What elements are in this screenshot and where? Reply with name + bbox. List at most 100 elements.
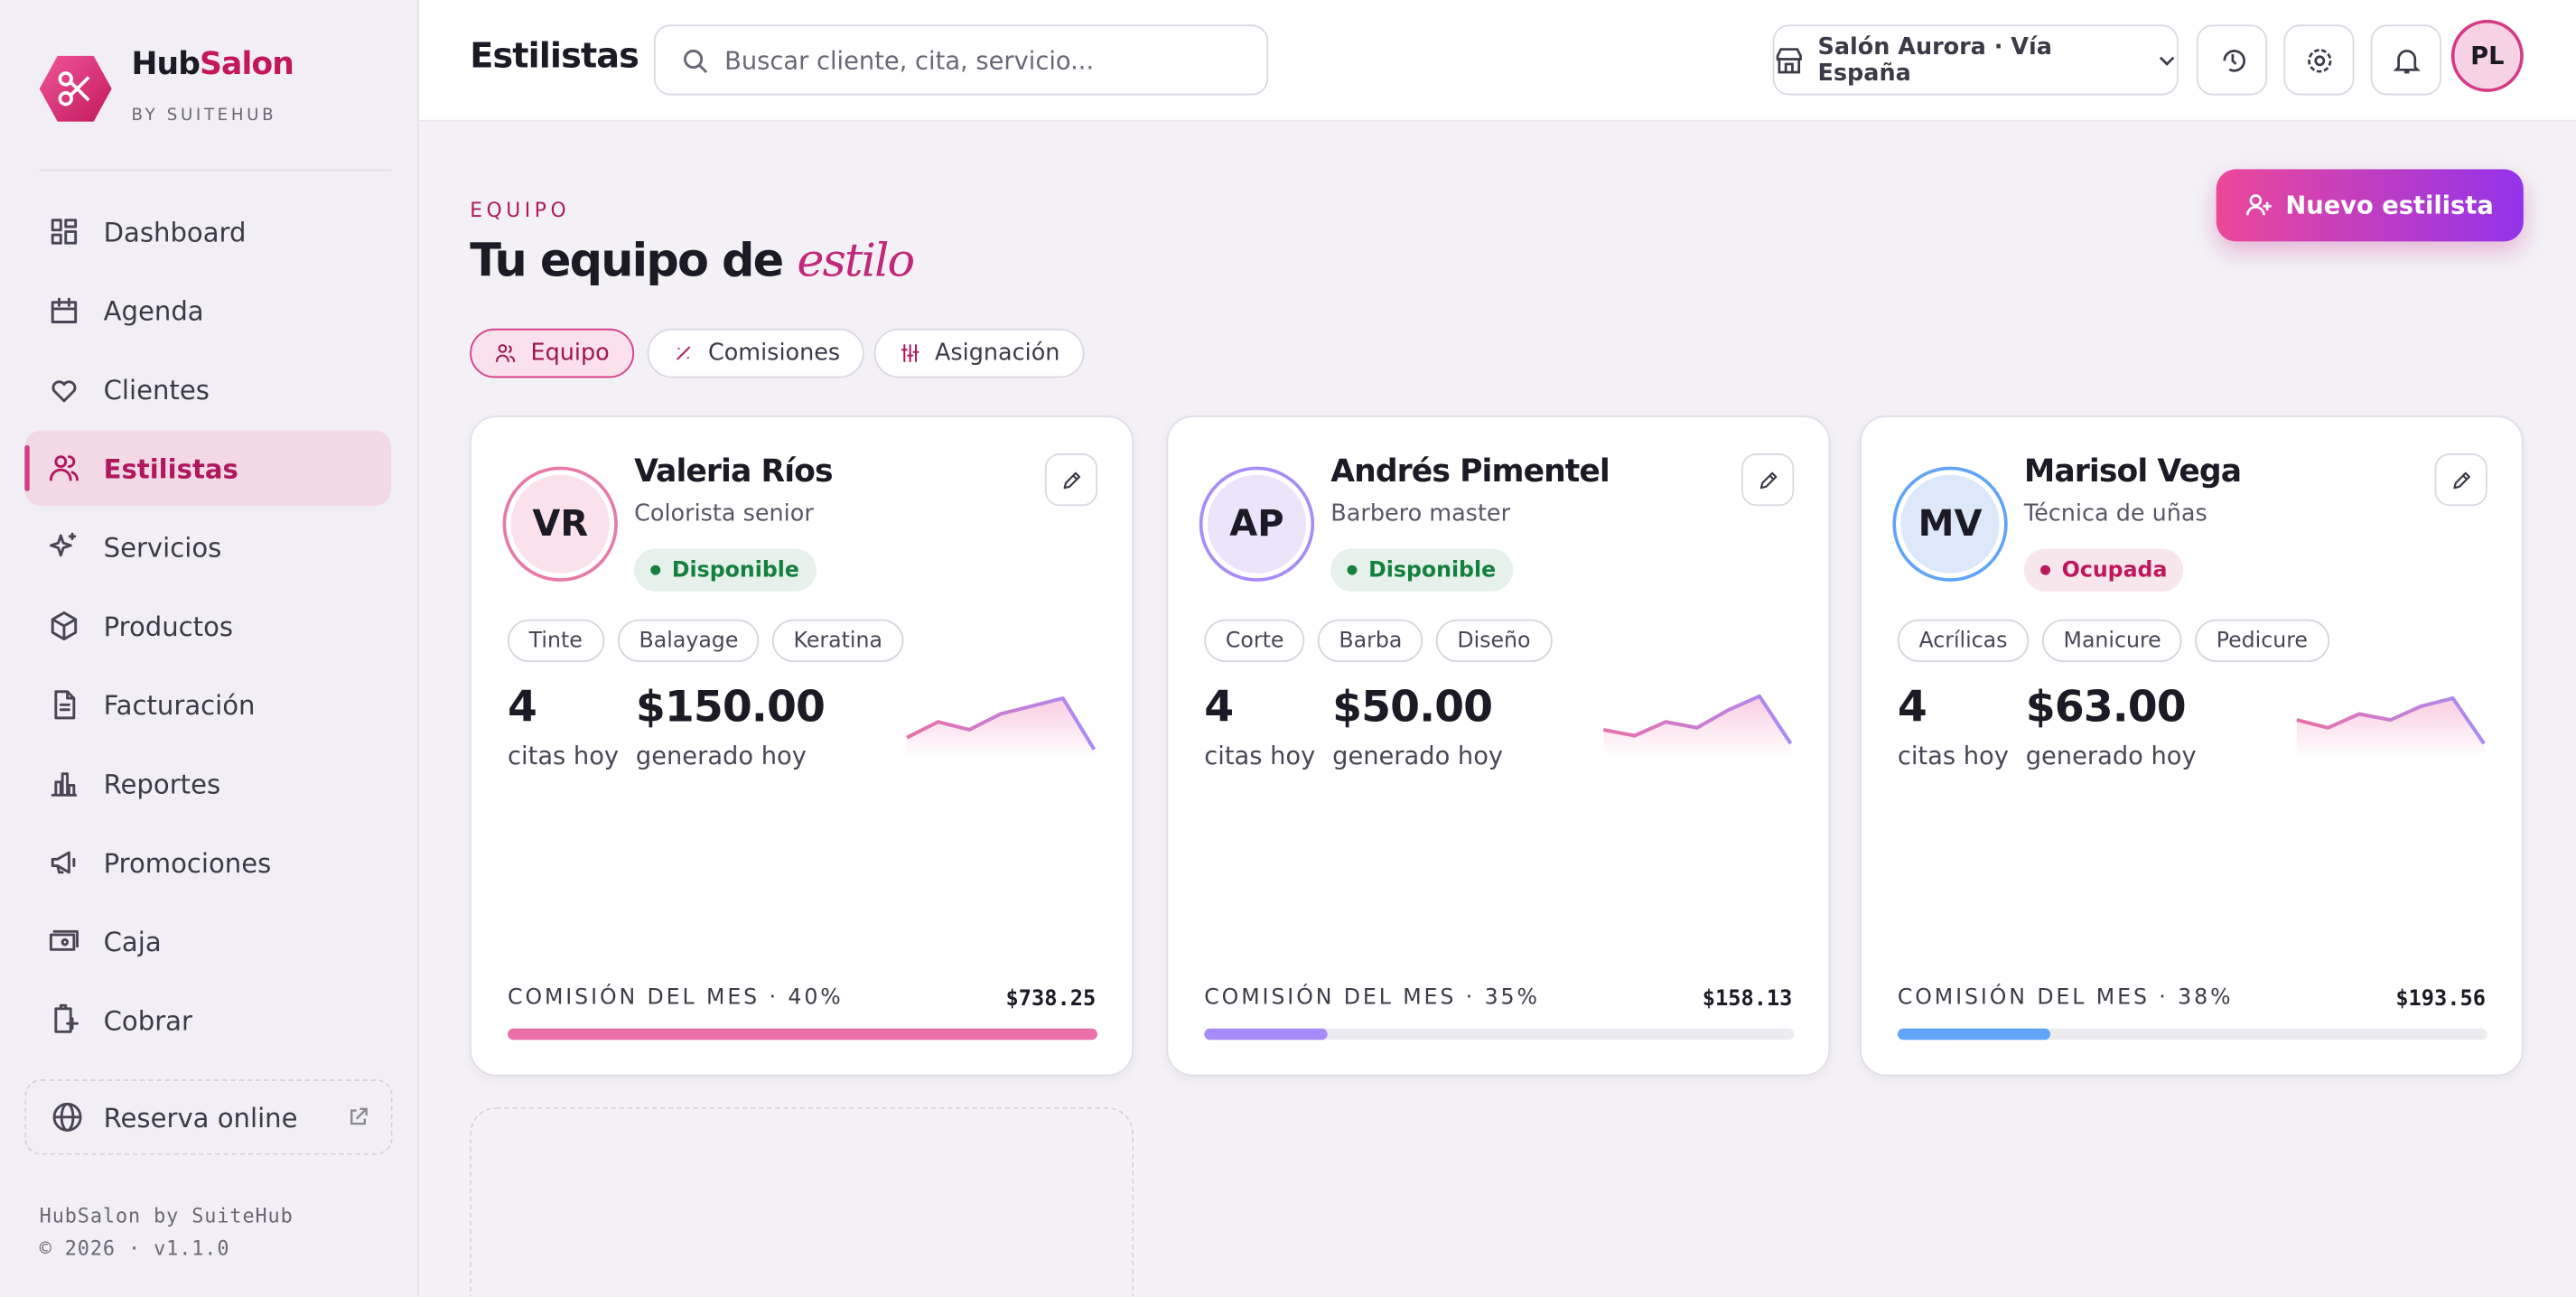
skill-tag: Corte (1204, 619, 1306, 663)
skill-tag: Manicure (2041, 619, 2183, 663)
tab[interactable]: Equipo (470, 328, 635, 378)
stylist-role: Colorista senior (634, 500, 814, 527)
footer-line: HubSalon by SuiteHub (39, 1204, 294, 1227)
commission-amount: $738.25 (1005, 987, 1097, 1012)
history-button[interactable] (2196, 24, 2268, 96)
icon-path (51, 219, 78, 245)
skill-tag: Diseño (1435, 619, 1553, 663)
search-placeholder: Buscar cliente, cita, servicio... (724, 45, 1095, 75)
icon-path (51, 380, 77, 403)
sparkline-line (906, 696, 1097, 751)
salon-selector[interactable]: Salón Aurora · Vía España (1772, 24, 2179, 96)
nav-item[interactable]: Agenda (24, 273, 391, 349)
icon (901, 344, 919, 362)
notifications-button[interactable] (2370, 24, 2441, 96)
icon (49, 455, 79, 481)
external-icon (350, 1107, 368, 1125)
add-card-placeholder[interactable] (470, 1106, 1134, 1297)
nav-item[interactable]: Promociones (24, 825, 391, 900)
appointments-count: 4 (1204, 683, 1235, 733)
icon (51, 611, 78, 641)
nav-label: Dashboard (103, 216, 247, 247)
tab-label: Asignación (934, 340, 1060, 367)
revenue-label: generado hoy (1332, 741, 1504, 771)
skill-tag: Tinte (508, 619, 604, 663)
nav-label: Facturación (103, 689, 256, 721)
icon-path (51, 611, 78, 641)
sparkline (1602, 694, 1793, 758)
nav-label: Cobrar (103, 1004, 192, 1036)
edit-button[interactable] (1741, 453, 1795, 507)
icon-path (49, 929, 79, 951)
sparkline-area (2296, 698, 2485, 758)
icon-path (1062, 471, 1080, 489)
brand-b: Salon (200, 45, 294, 82)
page-heading: Tu equipo de estilo (470, 233, 915, 288)
nav-item[interactable]: Estilistas (24, 430, 391, 507)
skill-tag: Keratina (771, 619, 904, 663)
revenue: $150.00 (635, 683, 826, 733)
nav-item[interactable]: Clientes (24, 351, 391, 427)
icon (49, 929, 79, 951)
eyebrow: EQUIPO (470, 199, 571, 222)
user-avatar[interactable]: PL (2450, 19, 2524, 92)
icon (51, 219, 78, 245)
edit-button[interactable] (2434, 453, 2487, 507)
tab[interactable]: Asignación (873, 328, 1085, 378)
appointments-label: citas hoy (508, 741, 620, 771)
nav-item[interactable]: Servicios (24, 509, 391, 585)
nav-item[interactable]: Productos (24, 588, 391, 664)
nav-label: Clientes (103, 373, 210, 406)
icon (496, 344, 516, 362)
stylist-card: AP Andrés Pimentel Barbero master Disponibl… (1166, 415, 1831, 1077)
nav-item[interactable]: Cobrar (24, 983, 391, 1059)
icon (54, 690, 76, 720)
icon-path (51, 851, 76, 874)
bell-icon (2392, 49, 2420, 73)
avatar: AP (1199, 466, 1315, 582)
sparkline-area (907, 698, 1095, 758)
progress-bar (1204, 1028, 1329, 1040)
avatar: VR (502, 466, 618, 582)
edit-button[interactable] (1044, 453, 1098, 507)
status-label: Disponible (671, 557, 799, 583)
stylist-role: Barbero master (1330, 500, 1511, 527)
brand-a: Hub (131, 45, 201, 82)
icon-path (54, 1003, 79, 1033)
sparkline (2296, 696, 2486, 758)
appointments-count: 4 (1897, 683, 1927, 733)
progress-track (1897, 1028, 2487, 1040)
progress-track (1204, 1028, 1795, 1040)
settings-button[interactable] (2283, 24, 2355, 96)
tab-label: Equipo (530, 340, 610, 367)
icon-path (901, 344, 919, 362)
icon-path (677, 346, 691, 360)
nav-item[interactable]: Facturación (24, 667, 391, 742)
tab[interactable]: Comisiones (647, 328, 865, 378)
history-icon (2222, 49, 2245, 71)
sparkline-area (1603, 695, 1791, 758)
heading-text: Tu equipo de (470, 233, 784, 288)
nav-item[interactable]: Caja (24, 903, 391, 979)
icon (51, 380, 77, 403)
stylist-name: Valeria Ríos (634, 453, 833, 490)
sidebar: HubSalon BY SUITEHUB Dashboard Agenda Clie… (0, 0, 419, 1297)
nav-label: Servicios (103, 531, 222, 563)
reserve-link[interactable]: Reserva online (24, 1079, 393, 1155)
appointments-label: citas hoy (1897, 741, 2009, 771)
avatar: MV (1892, 466, 2008, 582)
status-badge: Ocupada (2023, 548, 2184, 592)
search-icon (684, 49, 708, 73)
search-box[interactable]: Buscar cliente, cita, servicio... (653, 24, 1269, 96)
stylist-card: VR Valeria Ríos Colorista senior Disponible… (470, 415, 1134, 1077)
new-stylist-button[interactable]: Nuevo estilista (2216, 169, 2524, 242)
nav-item[interactable]: Dashboard (24, 194, 391, 270)
tagline: BY SUITEHUB (131, 107, 277, 126)
revenue-label: generado hoy (2025, 741, 2197, 771)
status-dot (650, 565, 661, 575)
header-title: Estilistas (470, 36, 639, 76)
progress-bar (1897, 1028, 2051, 1040)
nav-item[interactable]: Reportes (24, 746, 391, 822)
